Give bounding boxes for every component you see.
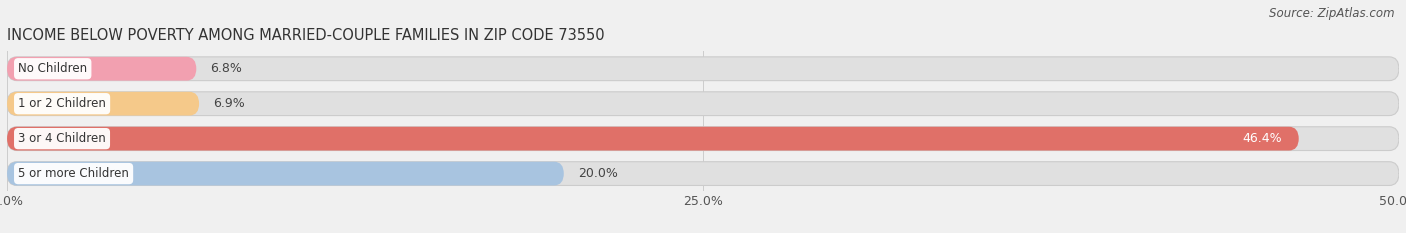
Text: 20.0%: 20.0% [578, 167, 617, 180]
Text: 46.4%: 46.4% [1243, 132, 1282, 145]
FancyBboxPatch shape [7, 162, 1399, 185]
FancyBboxPatch shape [7, 92, 1399, 116]
Text: INCOME BELOW POVERTY AMONG MARRIED-COUPLE FAMILIES IN ZIP CODE 73550: INCOME BELOW POVERTY AMONG MARRIED-COUPL… [7, 28, 605, 43]
FancyBboxPatch shape [7, 57, 197, 81]
Text: 3 or 4 Children: 3 or 4 Children [18, 132, 105, 145]
Text: 6.9%: 6.9% [214, 97, 245, 110]
Text: 6.8%: 6.8% [211, 62, 242, 75]
Text: 1 or 2 Children: 1 or 2 Children [18, 97, 105, 110]
Text: Source: ZipAtlas.com: Source: ZipAtlas.com [1270, 7, 1395, 20]
FancyBboxPatch shape [7, 162, 564, 185]
FancyBboxPatch shape [7, 57, 1399, 81]
Text: No Children: No Children [18, 62, 87, 75]
FancyBboxPatch shape [7, 92, 200, 116]
FancyBboxPatch shape [7, 127, 1299, 151]
Text: 5 or more Children: 5 or more Children [18, 167, 129, 180]
FancyBboxPatch shape [7, 127, 1399, 151]
